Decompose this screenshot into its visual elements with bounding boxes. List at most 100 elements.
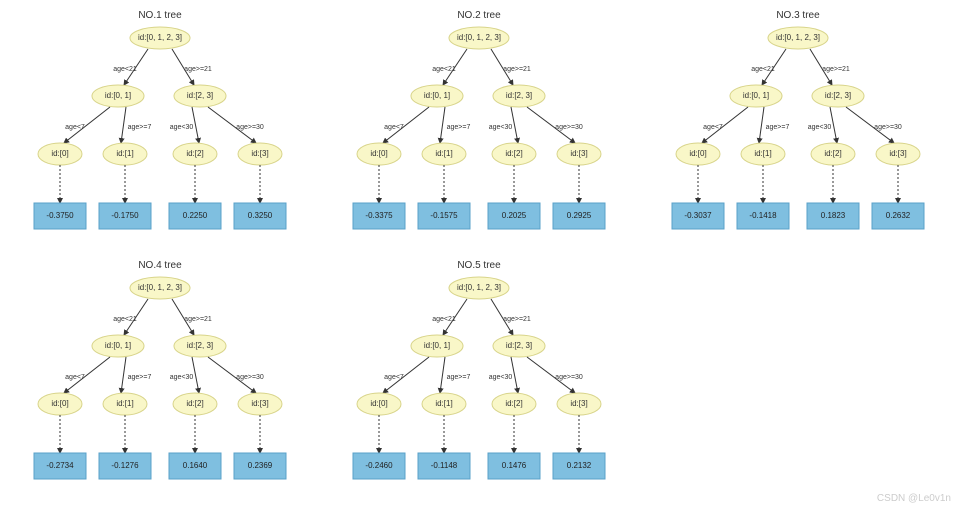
leaf-value-0: -0.3750 [46,211,74,220]
edge-split2-lr [759,107,764,143]
l3-label-3: id:[3] [570,399,587,408]
leaf-value-1: -0.1148 [431,461,458,470]
l2-right-label: id:[2, 3] [187,341,213,350]
leaf-value-3: 0.3250 [248,211,273,220]
root-label: id:[0, 1, 2, 3] [776,33,820,42]
l3-label-3: id:[3] [251,149,268,158]
l3-label-1: id:[1] [435,149,452,158]
split1-right-label: age>=21 [822,66,850,73]
split1-left-label: age<21 [432,66,456,73]
tree-title: NO.4 tree [138,260,182,271]
tree-4: NO.4 tree id:[0, 1, 2, 3] age<21 age>=21 id:… [0,250,319,500]
leaf-value-1: -0.1418 [749,211,777,220]
split1-right-label: age>=21 [184,316,212,323]
split2-rr-label: age>=30 [874,124,902,131]
l3-label-0: id:[0] [51,399,68,408]
leaf-value-0: -0.2734 [46,461,74,470]
leaf-value-0: -0.3037 [684,211,712,220]
l3-label-0: id:[0] [689,149,706,158]
l2-left-label: id:[0, 1] [424,341,450,350]
l3-label-2: id:[2] [505,399,522,408]
l2-left-label: id:[0, 1] [105,91,131,100]
tree-title: NO.3 tree [776,10,820,21]
l3-label-3: id:[3] [570,149,587,158]
l3-label-3: id:[3] [889,149,906,158]
leaf-value-2: 0.1823 [821,211,846,220]
split2-ll-label: age<7 [384,124,404,131]
tree-grid: NO.1 tree id:[0, 1, 2, 3] age<21 age>=21 id:… [0,0,957,500]
leaf-value-3: 0.2925 [567,211,592,220]
l2-right-label: id:[2, 3] [187,91,213,100]
leaf-value-2: 0.1476 [502,461,527,470]
l3-label-3: id:[3] [251,399,268,408]
empty-cell [638,250,957,500]
split2-rr-label: age>=30 [555,124,583,131]
l2-left-label: id:[0, 1] [424,91,450,100]
leaf-value-0: -0.2460 [365,461,393,470]
split2-ll-label: age<7 [65,124,85,131]
split2-rr-label: age>=30 [555,374,583,381]
split1-right-label: age>=21 [503,66,531,73]
split2-rl-label: age<30 [808,124,832,131]
split2-lr-label: age>=7 [128,374,152,381]
tree-title: NO.2 tree [457,10,501,21]
split2-lr-label: age>=7 [766,124,790,131]
l3-label-1: id:[1] [116,399,133,408]
leaf-value-2: 0.2250 [183,211,208,220]
edge-split2-lr [440,357,445,393]
leaf-value-3: 0.2369 [248,461,273,470]
split2-rl-label: age<30 [170,374,194,381]
leaf-value-3: 0.2132 [567,461,592,470]
root-label: id:[0, 1, 2, 3] [457,33,501,42]
split2-lr-label: age>=7 [447,124,471,131]
l3-label-2: id:[2] [505,149,522,158]
l2-right-label: id:[2, 3] [825,91,851,100]
tree-5: NO.5 tree id:[0, 1, 2, 3] age<21 age>=21 id:… [319,250,638,500]
l3-label-1: id:[1] [754,149,771,158]
edge-split2-lr [121,107,126,143]
split1-right-label: age>=21 [184,66,212,73]
leaf-value-1: -0.1276 [111,461,139,470]
tree-2: NO.2 tree id:[0, 1, 2, 3] age<21 age>=21 id:… [319,0,638,250]
l2-right-label: id:[2, 3] [506,91,532,100]
leaf-value-0: -0.3375 [365,211,393,220]
tree-1: NO.1 tree id:[0, 1, 2, 3] age<21 age>=21 id:… [0,0,319,250]
split2-rr-label: age>=30 [236,374,264,381]
l2-left-label: id:[0, 1] [743,91,769,100]
tree-title: NO.1 tree [138,10,182,21]
tree-title: NO.5 tree [457,260,501,271]
l3-label-2: id:[2] [186,399,203,408]
l3-label-2: id:[2] [186,149,203,158]
l3-label-2: id:[2] [824,149,841,158]
edge-split2-lr [440,107,445,143]
split1-left-label: age<21 [113,66,137,73]
split2-rr-label: age>=30 [236,124,264,131]
root-label: id:[0, 1, 2, 3] [457,283,501,292]
root-label: id:[0, 1, 2, 3] [138,33,182,42]
leaf-value-1: -0.1575 [430,211,458,220]
split2-lr-label: age>=7 [128,124,152,131]
root-label: id:[0, 1, 2, 3] [138,283,182,292]
leaf-value-2: 0.2025 [502,211,527,220]
l3-label-0: id:[0] [51,149,68,158]
split1-left-label: age<21 [751,66,775,73]
l2-left-label: id:[0, 1] [105,341,131,350]
split2-rl-label: age<30 [489,374,513,381]
leaf-value-3: 0.2632 [886,211,911,220]
watermark: CSDN @Le0v1n [877,493,951,504]
split2-rl-label: age<30 [489,124,513,131]
l2-right-label: id:[2, 3] [506,341,532,350]
l3-label-1: id:[1] [435,399,452,408]
split1-right-label: age>=21 [503,316,531,323]
split2-rl-label: age<30 [170,124,194,131]
l3-label-1: id:[1] [116,149,133,158]
split1-left-label: age<21 [113,316,137,323]
tree-3: NO.3 tree id:[0, 1, 2, 3] age<21 age>=21 id:… [638,0,957,250]
split2-ll-label: age<7 [384,374,404,381]
split2-ll-label: age<7 [65,374,85,381]
leaf-value-2: 0.1640 [183,461,208,470]
split1-left-label: age<21 [432,316,456,323]
edge-split2-lr [121,357,126,393]
split2-lr-label: age>=7 [447,374,471,381]
l3-label-0: id:[0] [370,399,387,408]
